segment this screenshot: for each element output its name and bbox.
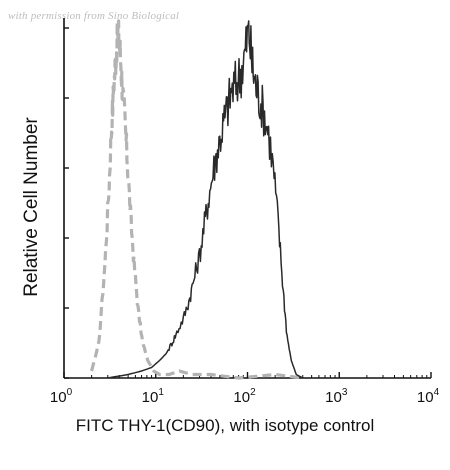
isotype-control-series <box>90 19 303 380</box>
plot-frame <box>63 18 431 379</box>
x-tick-label: 101 <box>142 387 165 406</box>
x-axis-label: FITC THY-1(CD90), with isotype control <box>75 416 375 435</box>
x-tick-label: 104 <box>417 387 440 406</box>
x-tick-label: 100 <box>50 387 73 406</box>
y-axis-label: Relative Cell Number <box>21 117 42 297</box>
cd90-series <box>107 20 304 379</box>
watermark: with permission from Sino Biological <box>8 10 180 22</box>
x-tick-label: 102 <box>233 387 256 406</box>
x-tick-label: 103 <box>325 387 348 406</box>
x-axis-ticks: 100 101 102 103 104 <box>50 372 440 406</box>
series-layer <box>90 19 304 380</box>
y-axis-ticks <box>64 27 69 379</box>
